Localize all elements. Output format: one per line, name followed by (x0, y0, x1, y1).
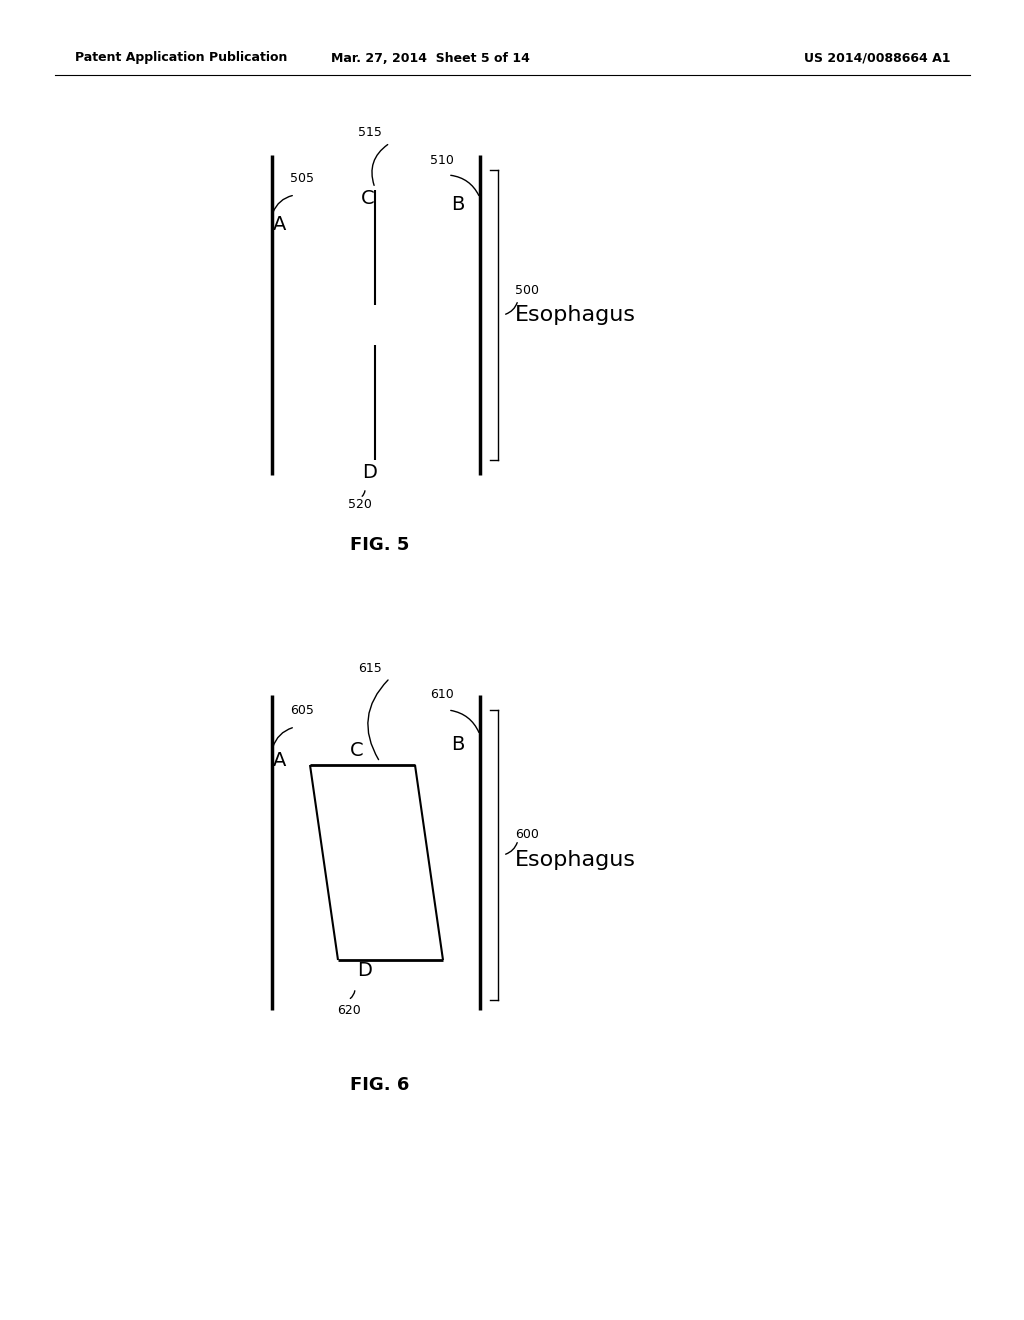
Text: C: C (361, 189, 375, 207)
Text: D: D (362, 463, 378, 483)
Text: 510: 510 (430, 153, 454, 166)
Text: 610: 610 (430, 688, 454, 701)
Text: Esophagus: Esophagus (515, 850, 636, 870)
Text: B: B (452, 195, 465, 214)
Text: B: B (452, 735, 465, 755)
Text: 515: 515 (358, 125, 382, 139)
Text: 600: 600 (515, 829, 539, 842)
Text: 520: 520 (348, 499, 372, 511)
Text: US 2014/0088664 A1: US 2014/0088664 A1 (804, 51, 950, 65)
Text: Esophagus: Esophagus (515, 305, 636, 325)
Text: D: D (357, 961, 373, 979)
Text: 505: 505 (290, 172, 314, 185)
Text: A: A (273, 751, 287, 770)
Text: 615: 615 (358, 661, 382, 675)
Text: FIG. 5: FIG. 5 (350, 536, 410, 554)
Text: 620: 620 (337, 1003, 360, 1016)
Text: FIG. 6: FIG. 6 (350, 1076, 410, 1094)
Text: Mar. 27, 2014  Sheet 5 of 14: Mar. 27, 2014 Sheet 5 of 14 (331, 51, 529, 65)
Text: A: A (273, 215, 287, 235)
Text: Patent Application Publication: Patent Application Publication (75, 51, 288, 65)
Text: 605: 605 (290, 704, 314, 717)
Text: C: C (350, 741, 364, 759)
Text: 500: 500 (515, 284, 539, 297)
